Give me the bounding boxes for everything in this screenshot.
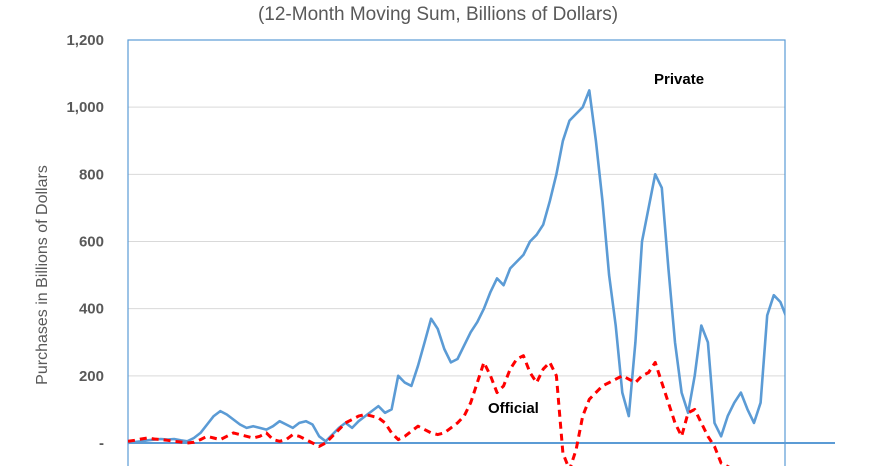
plot-area-frame	[127, 39, 786, 466]
chart-title: (12-Month Moving Sum, Billions of Dollar…	[258, 4, 618, 25]
y-tick-label: 800	[79, 166, 104, 183]
y-tick-label: 400	[79, 301, 104, 318]
y-axis-label: Purchases in Billions of Dollars	[34, 165, 51, 385]
private-series-label: Private	[654, 71, 704, 88]
y-tick-label: 1,200	[66, 32, 104, 49]
y-tick-label: 200	[79, 368, 104, 385]
y-tick-label: 1,000	[66, 99, 104, 116]
series-lines	[128, 89, 785, 466]
gridlines	[128, 39, 785, 377]
y-tick-label: -	[99, 435, 104, 452]
private-series-line	[128, 89, 785, 445]
y-tick-label: 600	[79, 234, 104, 251]
official-series-label: Official	[488, 400, 539, 417]
y-axis-ticks: - 200 400 600 800 1,000 1,200	[66, 32, 104, 452]
